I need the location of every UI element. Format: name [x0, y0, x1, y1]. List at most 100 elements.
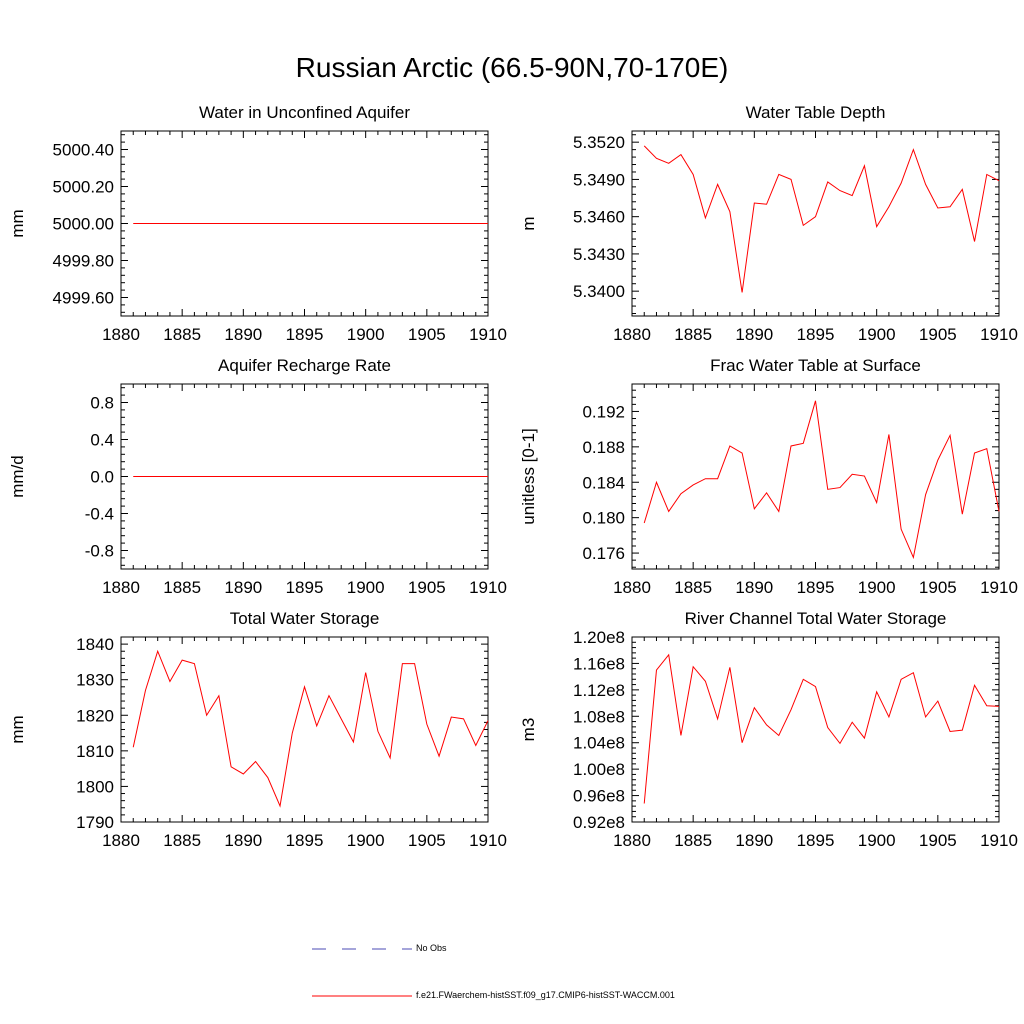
- x-tick-label: 1885: [163, 831, 201, 850]
- y-tick-label: 5.3490: [573, 170, 625, 189]
- y-tick-label: 1.08e8: [573, 707, 625, 726]
- chart-panel-4: Frac Water Table at Surface unitless [0-1…: [519, 356, 1018, 597]
- page-title: Russian Arctic (66.5-90N,70-170E): [295, 52, 729, 83]
- x-tick-label: 1895: [797, 578, 835, 597]
- x-tick-label: 1895: [797, 325, 835, 344]
- y-tick-label: 1820: [76, 706, 114, 725]
- y-axis-label: mm/d: [8, 455, 27, 498]
- chart-title: Water in Unconfined Aquifer: [199, 103, 410, 122]
- x-tick-label: 1910: [469, 831, 507, 850]
- x-tick-label: 1885: [163, 325, 201, 344]
- x-tick-label: 1885: [674, 831, 712, 850]
- x-tick-label: 1880: [102, 578, 140, 597]
- y-tick-label: 5.3520: [573, 133, 625, 152]
- y-tick-label: 1.00e8: [573, 760, 625, 779]
- chart-panel-1: Water in Unconfined Aquifer mm 1880 1885 189…: [8, 103, 507, 344]
- plot-frame: [631, 130, 1000, 317]
- x-tick-label: 1895: [286, 578, 324, 597]
- y-tick-label: 5000.20: [53, 178, 114, 197]
- y-tick-label: -0.4: [85, 505, 114, 524]
- y-tick-label: 5.3460: [573, 208, 625, 227]
- x-tick-label: 1890: [735, 831, 773, 850]
- y-tick-label: 0.180: [582, 509, 625, 528]
- y-axis-label: mm: [8, 209, 27, 237]
- x-tick-label: 1900: [858, 831, 896, 850]
- y-tick-label: 4999.60: [53, 289, 114, 308]
- x-tick-label: 1895: [286, 325, 324, 344]
- y-tick-label: -0.8: [85, 542, 114, 561]
- y-tick-label: 5.3430: [573, 245, 625, 264]
- series-line: [132, 649, 489, 808]
- y-tick-label: 1790: [76, 813, 114, 832]
- x-tick-label: 1905: [408, 831, 446, 850]
- y-tick-label: 1830: [76, 671, 114, 690]
- y-tick-label: 0.176: [582, 544, 625, 563]
- y-tick-label: 1.20e8: [573, 628, 625, 647]
- y-tick-label: 0.96e8: [573, 787, 625, 806]
- chart-title: Water Table Depth: [746, 103, 886, 122]
- x-tick-label: 1905: [919, 831, 957, 850]
- x-tick-label: 1890: [735, 325, 773, 344]
- x-tick-label: 1895: [286, 831, 324, 850]
- x-tick-label: 1900: [347, 325, 385, 344]
- y-tick-label: 0.4: [90, 431, 114, 450]
- x-tick-label: 1905: [408, 578, 446, 597]
- chart-title: Total Water Storage: [230, 609, 380, 628]
- x-tick-label: 1905: [919, 325, 957, 344]
- plot-frame: [120, 636, 489, 823]
- x-tick-label: 1910: [980, 578, 1018, 597]
- chart-panel-6: River Channel Total Water Storage m3 1880 1…: [519, 609, 1018, 850]
- y-tick-label: 1.12e8: [573, 681, 625, 700]
- y-tick-label: 1.04e8: [573, 734, 625, 753]
- x-tick-label: 1890: [224, 578, 262, 597]
- y-tick-label: 0.92e8: [573, 813, 625, 832]
- x-tick-label: 1910: [469, 325, 507, 344]
- x-tick-label: 1885: [674, 578, 712, 597]
- chart-panel-2: Water Table Depth m 1880 1885 1890 1895 1900 19…: [519, 103, 1018, 344]
- x-tick-label: 1880: [613, 325, 651, 344]
- x-tick-label: 1910: [980, 325, 1018, 344]
- y-tick-label: 1810: [76, 742, 114, 761]
- y-tick-label: 5.3400: [573, 282, 625, 301]
- x-tick-label: 1885: [163, 578, 201, 597]
- y-tick-label: 0.0: [90, 468, 114, 487]
- x-tick-label: 1890: [224, 831, 262, 850]
- chart-title: River Channel Total Water Storage: [685, 609, 947, 628]
- y-tick-label: 0.184: [582, 473, 625, 492]
- x-tick-label: 1890: [735, 578, 773, 597]
- plot-frame: [631, 383, 1000, 570]
- series-line: [643, 400, 1000, 560]
- x-tick-label: 1910: [980, 831, 1018, 850]
- x-tick-label: 1900: [858, 325, 896, 344]
- chart-panel-3: Aquifer Recharge Rate mm/d 1880 1885 1890 189…: [8, 356, 507, 597]
- y-axis-label: mm: [8, 715, 27, 743]
- y-axis-label: m: [519, 216, 538, 230]
- y-tick-label: 1.16e8: [573, 654, 625, 673]
- x-tick-label: 1905: [919, 578, 957, 597]
- y-tick-label: 4999.80: [53, 252, 114, 271]
- x-tick-label: 1895: [797, 831, 835, 850]
- y-tick-label: 5000.00: [53, 215, 114, 234]
- x-tick-label: 1900: [347, 578, 385, 597]
- x-tick-label: 1900: [347, 831, 385, 850]
- y-tick-label: 0.192: [582, 402, 625, 421]
- x-tick-label: 1890: [224, 325, 262, 344]
- y-tick-label: 1840: [76, 635, 114, 654]
- x-tick-label: 1880: [102, 325, 140, 344]
- x-tick-label: 1880: [613, 831, 651, 850]
- plot-frame: [631, 636, 1000, 823]
- series-line: [643, 145, 1000, 293]
- y-tick-label: 5000.40: [53, 141, 114, 160]
- chart-panel-5: Total Water Storage mm 1880 1885 1890 1895 190…: [8, 609, 507, 850]
- y-axis-label: unitless [0-1]: [519, 428, 538, 524]
- x-tick-label: 1900: [858, 578, 896, 597]
- x-tick-label: 1910: [469, 578, 507, 597]
- y-axis-label: m3: [519, 718, 538, 742]
- chart-title: Frac Water Table at Surface: [710, 356, 921, 375]
- x-tick-label: 1885: [674, 325, 712, 344]
- series-line: [643, 653, 1000, 804]
- chart-title: Aquifer Recharge Rate: [218, 356, 391, 375]
- x-tick-label: 1880: [613, 578, 651, 597]
- y-tick-label: 0.188: [582, 438, 625, 457]
